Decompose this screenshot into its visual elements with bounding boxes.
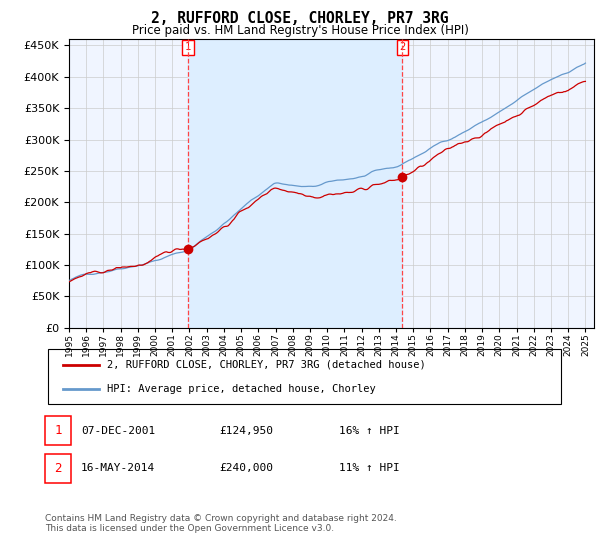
Text: 07-DEC-2001: 07-DEC-2001 bbox=[81, 426, 155, 436]
Text: £240,000: £240,000 bbox=[219, 463, 273, 473]
Text: Price paid vs. HM Land Registry's House Price Index (HPI): Price paid vs. HM Land Registry's House … bbox=[131, 24, 469, 36]
Text: 11% ↑ HPI: 11% ↑ HPI bbox=[339, 463, 400, 473]
Text: 16-MAY-2014: 16-MAY-2014 bbox=[81, 463, 155, 473]
Text: 1: 1 bbox=[55, 424, 62, 437]
Text: 16% ↑ HPI: 16% ↑ HPI bbox=[339, 426, 400, 436]
Text: 2: 2 bbox=[399, 43, 406, 52]
Text: £124,950: £124,950 bbox=[219, 426, 273, 436]
Text: HPI: Average price, detached house, Chorley: HPI: Average price, detached house, Chor… bbox=[107, 384, 376, 394]
Text: 2, RUFFORD CLOSE, CHORLEY, PR7 3RG (detached house): 2, RUFFORD CLOSE, CHORLEY, PR7 3RG (deta… bbox=[107, 360, 425, 370]
Text: Contains HM Land Registry data © Crown copyright and database right 2024.
This d: Contains HM Land Registry data © Crown c… bbox=[45, 514, 397, 534]
Text: 2, RUFFORD CLOSE, CHORLEY, PR7 3RG: 2, RUFFORD CLOSE, CHORLEY, PR7 3RG bbox=[151, 11, 449, 26]
Text: 1: 1 bbox=[185, 43, 191, 52]
Text: 2: 2 bbox=[55, 461, 62, 475]
